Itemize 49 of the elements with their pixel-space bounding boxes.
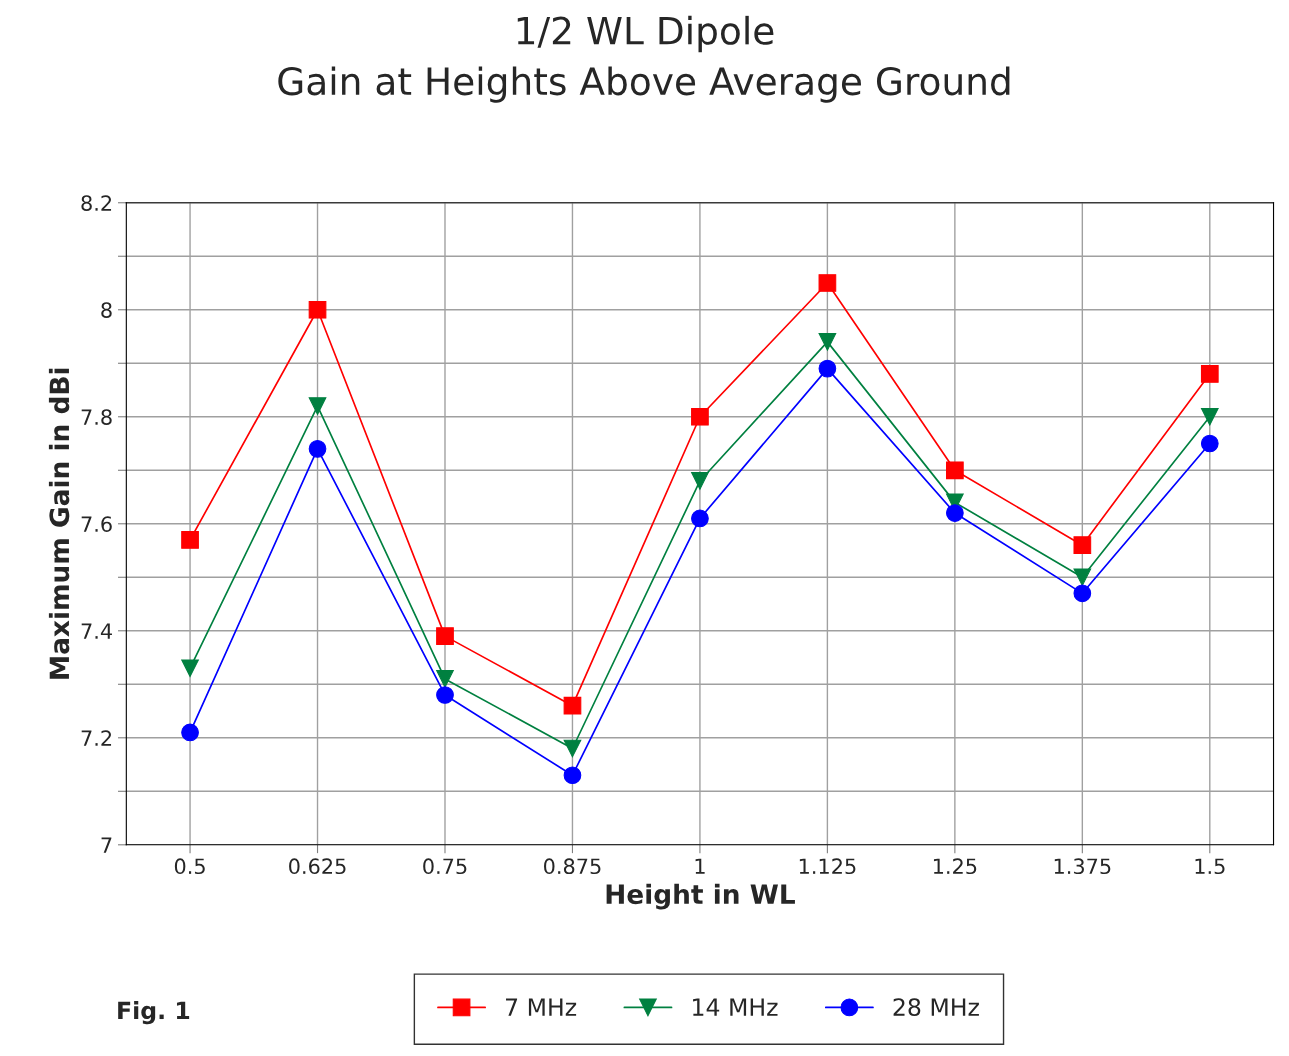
point bbox=[1073, 568, 1092, 587]
point bbox=[181, 659, 199, 678]
point bbox=[691, 407, 709, 426]
x-tick-label: 1.125 bbox=[799, 858, 856, 875]
point bbox=[308, 397, 327, 415]
y-tick-label: 7.6 bbox=[81, 516, 112, 532]
y-tick-label: 7.4 bbox=[81, 623, 112, 639]
point bbox=[436, 686, 454, 704]
x-tick-label: 0.5 bbox=[174, 858, 205, 875]
x-tick-label: 1.375 bbox=[1054, 858, 1111, 875]
legend-label: 14 MHz bbox=[693, 998, 778, 1016]
point bbox=[436, 670, 454, 688]
point bbox=[818, 274, 837, 292]
x-tick-label: 1.5 bbox=[1195, 858, 1225, 875]
point bbox=[1073, 536, 1092, 555]
x-axis-title: Height in WL bbox=[606, 883, 795, 910]
y-tick-label: 8.2 bbox=[81, 195, 112, 211]
x-tick-label: 1 bbox=[695, 858, 705, 874]
point bbox=[1200, 434, 1219, 453]
point bbox=[691, 509, 709, 528]
point bbox=[181, 723, 199, 742]
x-tick-label: 0.875 bbox=[544, 858, 601, 875]
x-tick-label: 0.625 bbox=[289, 858, 346, 875]
x-tick-label: 1.25 bbox=[933, 858, 977, 875]
point bbox=[563, 766, 582, 785]
point bbox=[1200, 365, 1219, 383]
point bbox=[946, 461, 964, 480]
point bbox=[308, 300, 327, 319]
y-tick-label: 7.2 bbox=[81, 730, 112, 746]
legend-label: 28 MHz bbox=[893, 998, 979, 1017]
point bbox=[563, 696, 582, 715]
point bbox=[436, 627, 454, 645]
y-tick-label: 7 bbox=[101, 837, 112, 853]
legend-label: 7 MHz bbox=[506, 998, 577, 1016]
y-axis-title: Maximum Gain in dBi bbox=[48, 368, 70, 679]
x-tick-label: 0.75 bbox=[423, 858, 467, 875]
y-tick-label: 8 bbox=[101, 302, 112, 318]
caption: Fig. 1 bbox=[118, 1001, 190, 1025]
point bbox=[946, 504, 964, 522]
y-tick-label: 7.8 bbox=[81, 409, 112, 425]
point bbox=[818, 359, 837, 378]
point bbox=[563, 739, 582, 758]
point bbox=[818, 333, 837, 351]
point bbox=[1200, 407, 1219, 426]
point bbox=[181, 530, 199, 549]
point bbox=[691, 472, 709, 490]
point bbox=[1073, 584, 1092, 603]
point bbox=[308, 440, 327, 458]
chart-title: 1/2 WL Dipole Gain at Heights Above Average Ground bbox=[278, 15, 1010, 103]
